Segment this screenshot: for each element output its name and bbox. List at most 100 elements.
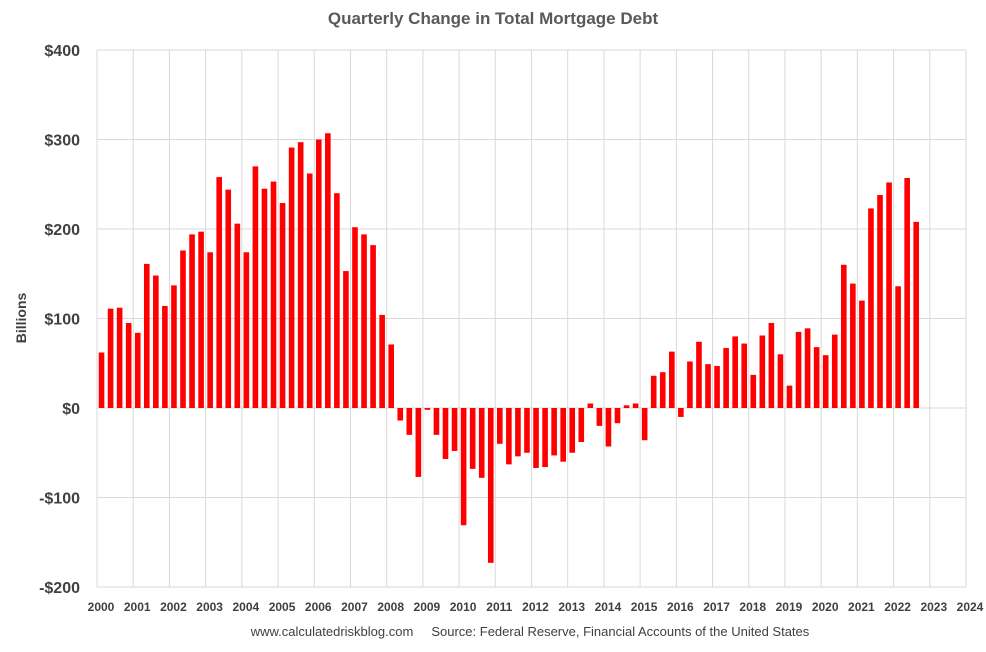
x-tick-label: 2005 <box>269 600 296 614</box>
bar <box>125 322 132 408</box>
x-tick-label: 2017 <box>703 600 730 614</box>
bar <box>279 203 286 408</box>
bar <box>813 347 820 408</box>
bar <box>306 173 313 408</box>
x-tick-label: 2001 <box>124 600 151 614</box>
x-tick-label: 2014 <box>595 600 622 614</box>
bar <box>705 364 711 408</box>
bar <box>352 227 358 408</box>
x-axis-ticks: 2000 2001 2002 2003 2004 2005 2006 2007 2008 2009… <box>88 600 984 614</box>
bar <box>542 408 548 468</box>
y-axis-label: Billions <box>13 293 29 344</box>
y-tick-label: $100 <box>44 312 80 329</box>
bar <box>831 334 838 408</box>
x-tick-label: 2002 <box>160 600 187 614</box>
y-tick-label: $300 <box>44 133 80 150</box>
bar <box>451 408 458 451</box>
bar <box>134 332 141 408</box>
bar <box>650 375 657 408</box>
x-tick-label: 2007 <box>341 600 368 614</box>
bar <box>723 348 729 408</box>
bar <box>415 408 422 477</box>
bar <box>515 408 521 457</box>
bar <box>895 286 901 408</box>
bar <box>850 283 856 408</box>
bar <box>334 193 340 408</box>
bar <box>469 408 476 469</box>
bar <box>669 351 675 408</box>
bar <box>623 405 630 408</box>
x-tick-label: 2003 <box>196 600 223 614</box>
bar <box>678 408 684 417</box>
bar <box>569 408 576 453</box>
bar <box>786 385 793 408</box>
bar <box>795 331 802 408</box>
bars <box>98 133 920 563</box>
bar <box>687 361 693 408</box>
bar <box>524 408 530 453</box>
bar <box>162 305 168 408</box>
x-tick-label: 2011 <box>486 600 512 614</box>
bar <box>551 408 557 456</box>
bar <box>171 285 177 408</box>
x-tick-label: 2024 <box>957 600 984 614</box>
y-tick-label: $400 <box>44 43 80 60</box>
bar <box>750 374 757 408</box>
bar <box>741 343 748 408</box>
bar <box>877 194 883 408</box>
bar <box>460 408 467 526</box>
bar <box>497 408 503 444</box>
bar <box>759 335 766 408</box>
bar <box>560 408 566 462</box>
bar <box>107 308 114 408</box>
x-tick-label: 2019 <box>776 600 803 614</box>
bar <box>379 314 385 408</box>
x-tick-label: 2020 <box>812 600 839 614</box>
bar <box>270 181 277 408</box>
bar <box>361 234 367 408</box>
x-tick-label: 2000 <box>88 600 115 614</box>
bar <box>315 139 322 408</box>
x-tick-label: 2009 <box>414 600 441 614</box>
bar <box>614 408 621 424</box>
x-tick-label: 2018 <box>739 600 766 614</box>
bar <box>442 408 449 460</box>
x-tick-label: 2016 <box>667 600 694 614</box>
bar <box>822 355 829 408</box>
bar <box>587 403 594 408</box>
bar <box>388 344 394 408</box>
bar <box>641 408 648 441</box>
x-tick-label: 2012 <box>522 600 549 614</box>
bar <box>506 408 512 465</box>
bar <box>840 264 847 408</box>
bar <box>533 408 539 468</box>
x-tick-label: 2004 <box>232 600 259 614</box>
bar <box>370 245 376 408</box>
x-tick-label: 2010 <box>450 600 477 614</box>
bar <box>696 341 702 408</box>
bar <box>424 408 431 410</box>
y-tick-label: $200 <box>44 222 80 239</box>
bar <box>261 188 268 408</box>
y-tick-label: -$200 <box>39 580 80 597</box>
bar <box>859 300 865 408</box>
bar <box>596 408 603 426</box>
bar <box>406 408 413 435</box>
bar <box>777 354 784 408</box>
bar <box>207 252 213 408</box>
x-tick-label: 2022 <box>884 600 911 614</box>
bar <box>433 408 440 435</box>
bar <box>632 403 639 408</box>
bar <box>288 147 295 408</box>
bar <box>143 263 150 408</box>
chart-footer: www.calculatedriskblog.com Source: Feder… <box>250 624 810 639</box>
y-axis-ticks: $400 $300 $200 $100 $0 -$100 -$200 <box>39 43 80 597</box>
bar <box>886 182 892 408</box>
grid-lines <box>96 49 967 588</box>
bar <box>198 231 204 408</box>
bar <box>189 234 195 408</box>
bar <box>234 223 241 408</box>
bar <box>252 166 259 408</box>
bar <box>216 177 223 408</box>
bar <box>714 365 720 408</box>
